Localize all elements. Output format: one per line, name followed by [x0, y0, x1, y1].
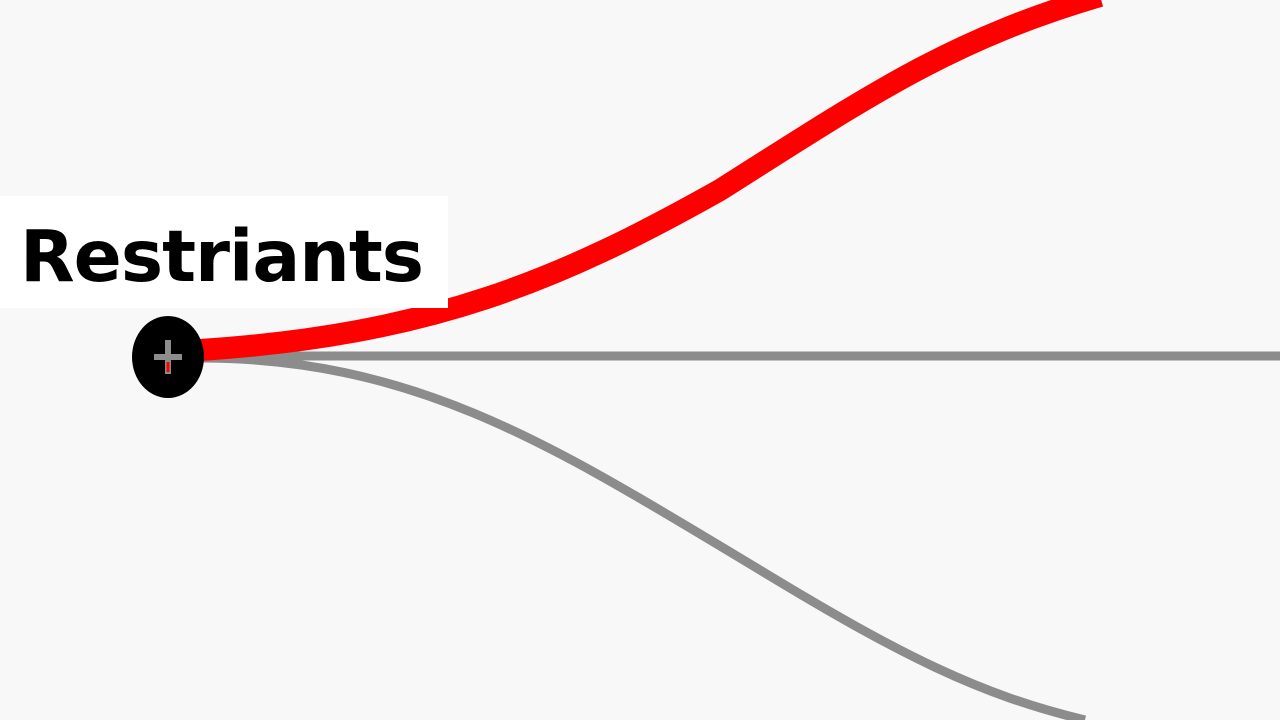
link-lower	[199, 353, 1087, 720]
plus-icon	[154, 340, 182, 374]
link-upper-highlighted	[199, 0, 1104, 361]
node-label-background	[0, 196, 448, 308]
node-label[interactable]: Restriants	[20, 215, 424, 298]
node-expand-button[interactable]	[132, 316, 204, 398]
